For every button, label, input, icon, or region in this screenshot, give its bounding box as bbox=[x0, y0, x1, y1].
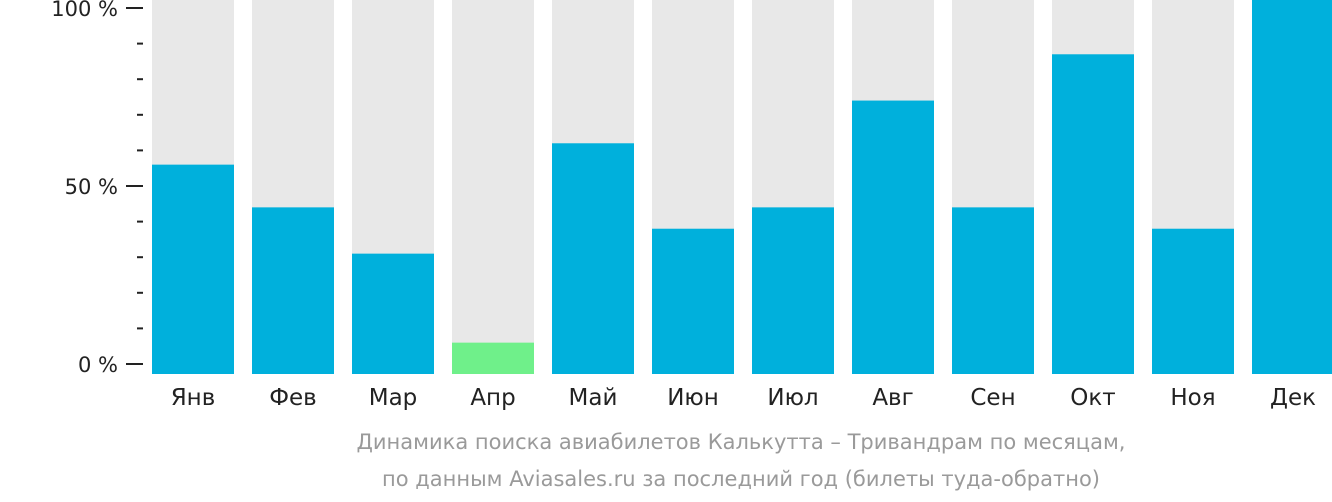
bar-chart: 100 % 50 % 0 % Янв Фев Мар Апр Май Июн Июл Авг Сен… bbox=[51, 0, 1332, 411]
x-tick-label: Ноя bbox=[1170, 385, 1215, 411]
x-axis-labels: Янв Фев Мар Апр Май Июн Июл Авг Сен Окт Ноя Дек bbox=[171, 385, 1316, 411]
bar-11 bbox=[1152, 228, 1234, 374]
x-tick-label: Фев bbox=[269, 385, 317, 411]
y-tick-label: 100 % bbox=[51, 0, 118, 21]
x-tick-label: Май bbox=[569, 385, 618, 411]
bar-8 bbox=[852, 100, 934, 374]
x-tick-label: Июн bbox=[667, 385, 719, 411]
x-tick-label: Дек bbox=[1270, 385, 1316, 411]
x-tick-label: Сен bbox=[970, 385, 1015, 411]
bar-5 bbox=[552, 143, 634, 374]
bar-1 bbox=[152, 164, 234, 374]
x-tick-label: Янв bbox=[171, 385, 216, 411]
x-tick-label: Мар bbox=[369, 385, 418, 411]
x-tick-label: Апр bbox=[470, 385, 515, 411]
bar-12 bbox=[1252, 0, 1332, 374]
bar-6 bbox=[652, 228, 734, 374]
bar-2 bbox=[252, 207, 334, 374]
bar-background bbox=[452, 0, 534, 374]
bar-9 bbox=[952, 207, 1034, 374]
x-tick-label: Авг bbox=[872, 385, 913, 411]
bar-4 bbox=[452, 342, 534, 374]
x-tick-label: Июл bbox=[767, 385, 818, 411]
y-axis: 100 % 50 % 0 % bbox=[51, 0, 143, 377]
chart-caption-line-1: Динамика поиска авиабилетов Калькутта – … bbox=[356, 430, 1126, 454]
bars bbox=[152, 0, 1332, 374]
x-tick-label: Окт bbox=[1070, 385, 1115, 411]
y-tick-label: 50 % bbox=[65, 175, 118, 199]
bar-3 bbox=[352, 253, 434, 374]
bar-7 bbox=[752, 207, 834, 374]
chart-caption-line-2: по данным Aviasales.ru за последний год … bbox=[382, 467, 1100, 491]
y-tick-label: 0 % bbox=[78, 353, 118, 377]
bar-10 bbox=[1052, 54, 1134, 374]
